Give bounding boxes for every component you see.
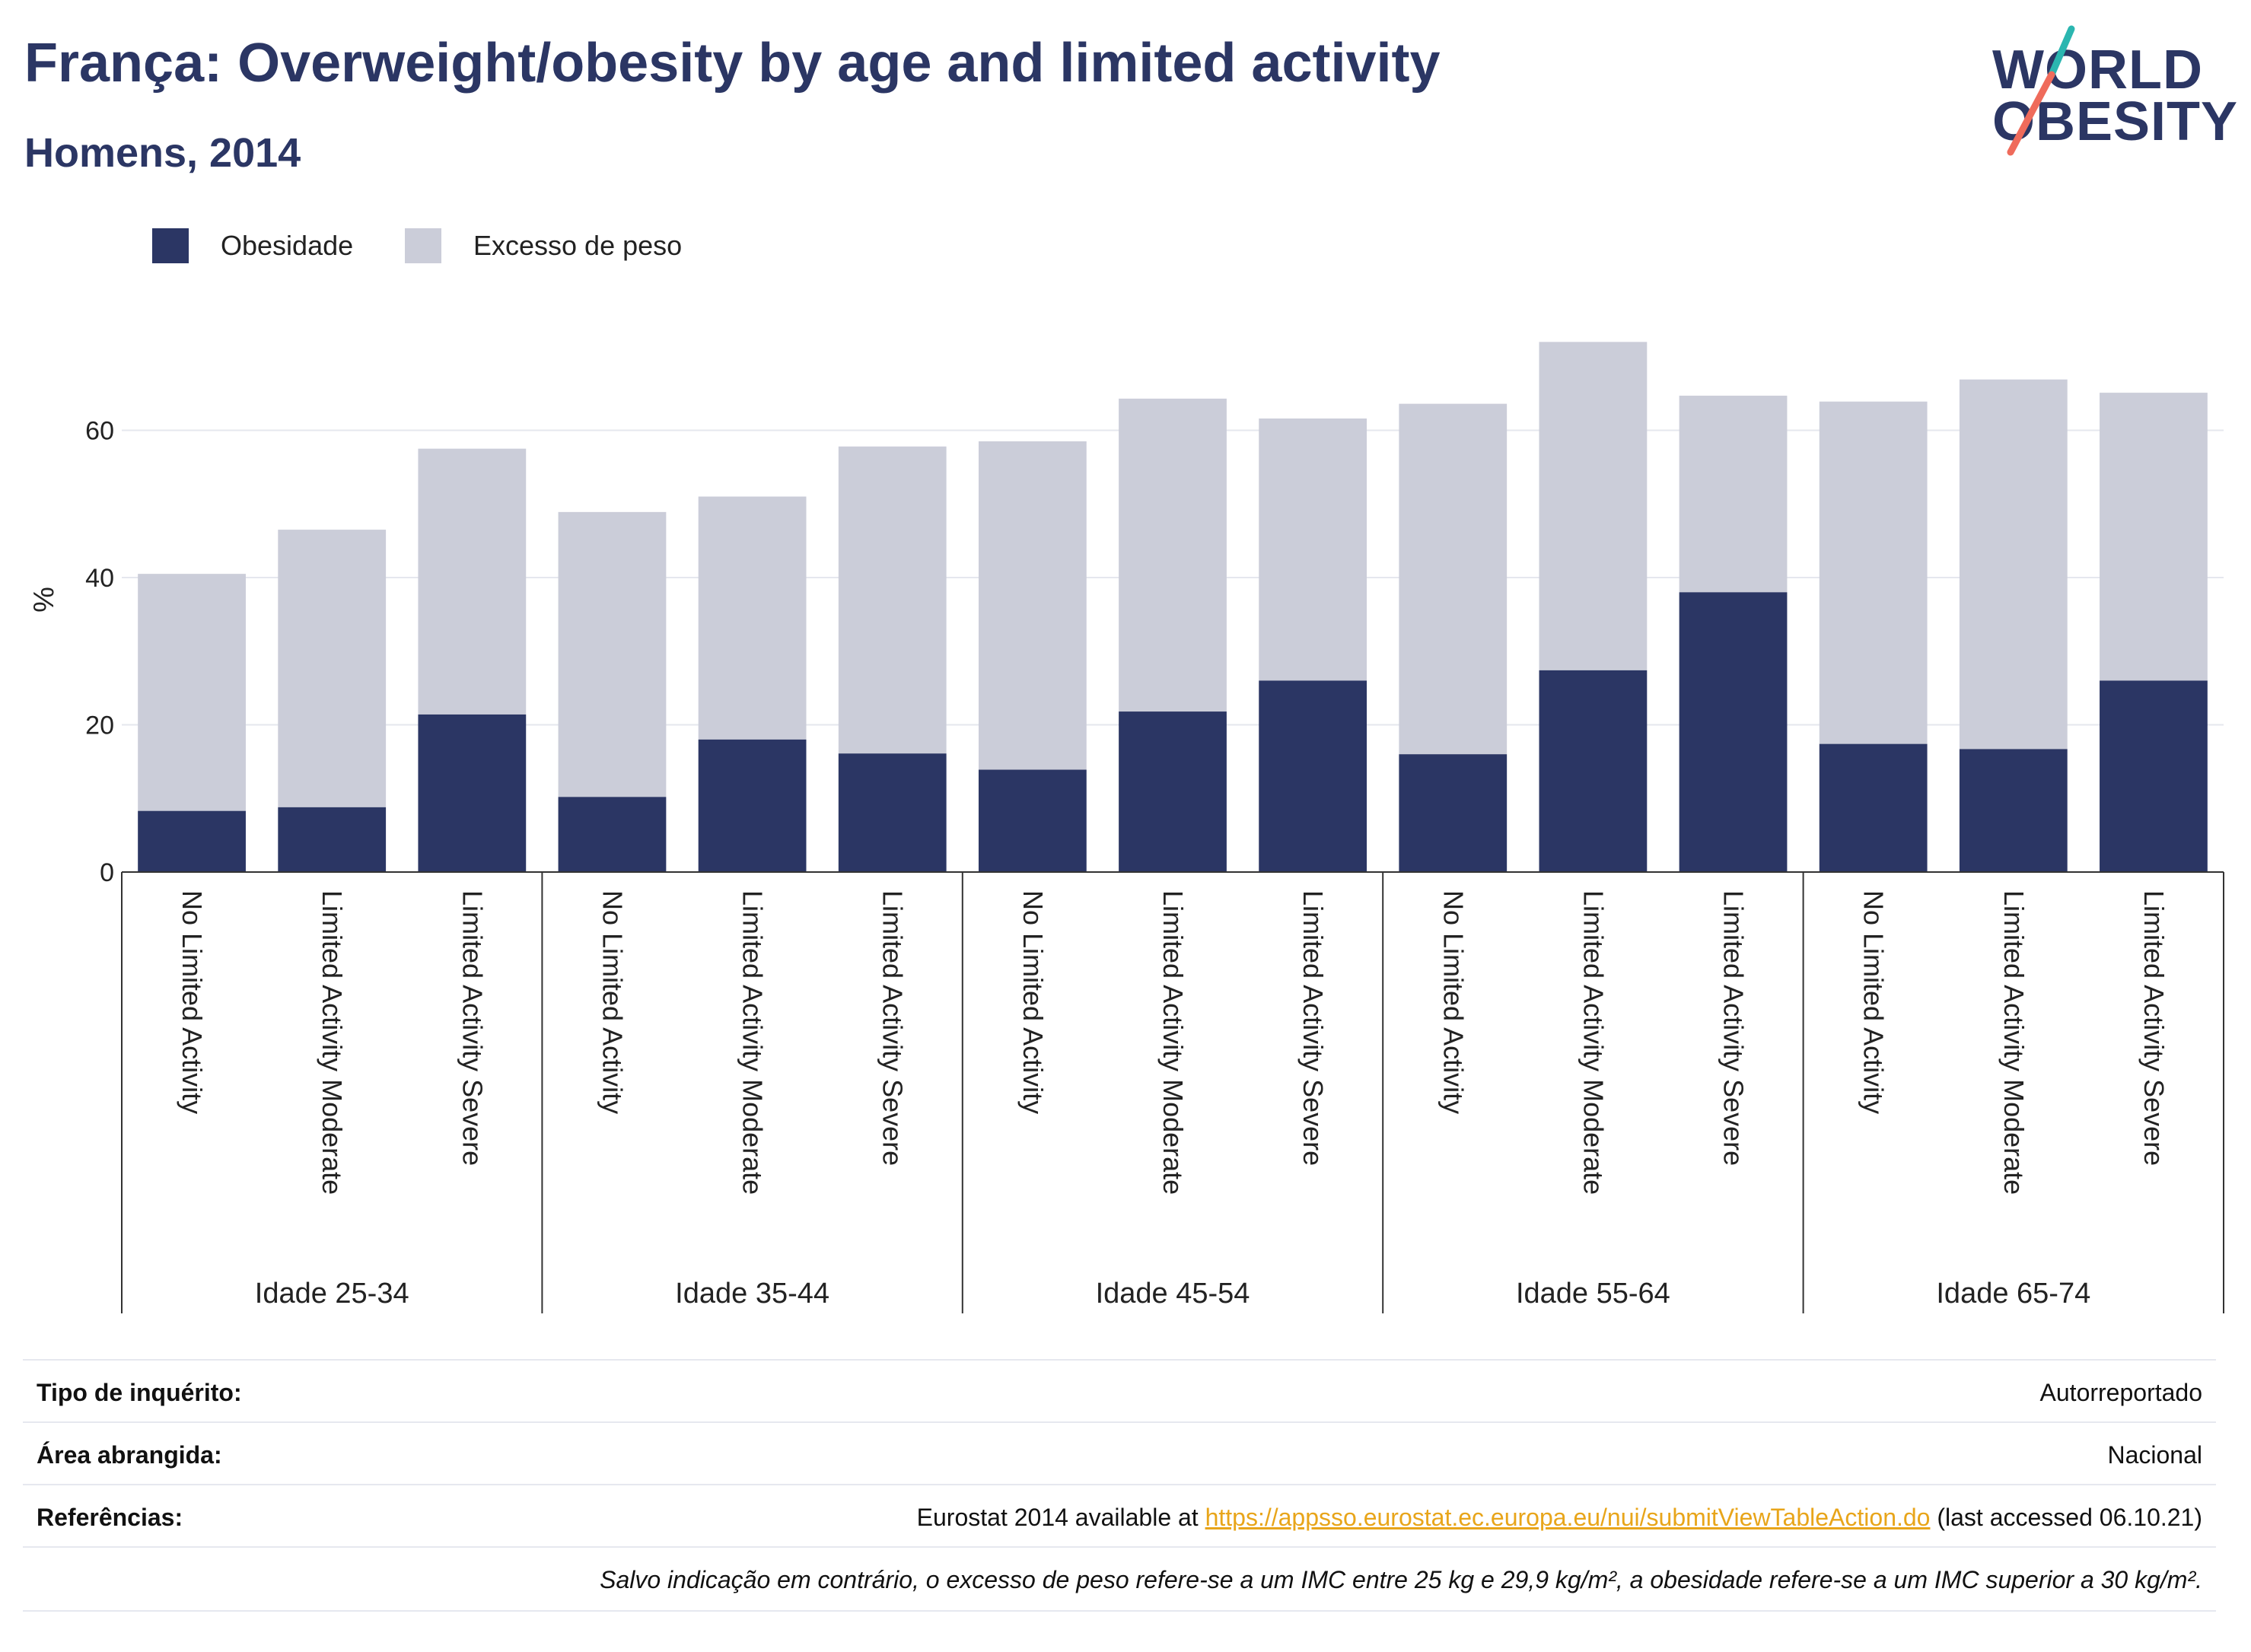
logo-line-1: WORLD <box>1992 40 2203 100</box>
bar-overweight <box>1959 379 2068 750</box>
x-category-label: No Limited Activity <box>1017 890 1049 1114</box>
bar-obesity <box>838 753 947 872</box>
references-prefix: Eurostat 2014 available at <box>916 1504 1205 1531</box>
references-link[interactable]: https://appsso.eurostat.ec.europa.eu/nui… <box>1205 1504 1931 1531</box>
x-category-label: Limited Activity Severe <box>457 890 488 1166</box>
x-category-label: Limited Activity Severe <box>2138 890 2170 1166</box>
definition-note: Salvo indicação em contrário, o excesso … <box>600 1566 2202 1593</box>
footer-row-references: Referências: Eurostat 2014 available at … <box>23 1484 2216 1548</box>
bar-obesity <box>1539 670 1648 872</box>
bar-overweight <box>1539 342 1648 670</box>
bar-obesity <box>1819 743 1928 872</box>
x-group-label: Idade 55-64 <box>1516 1278 1670 1310</box>
bar-obesity <box>558 797 667 872</box>
x-category-label: Limited Activity Moderate <box>317 890 348 1195</box>
bar-overweight <box>1119 398 1227 712</box>
area-value: Nacional <box>2107 1441 2202 1469</box>
x-group-label: Idade 35-44 <box>675 1278 829 1310</box>
y-tick-label: 0 <box>100 858 114 887</box>
bar-overweight <box>978 441 1087 770</box>
bar-overweight <box>838 446 947 754</box>
legend-swatch-obesity <box>152 228 189 263</box>
references-label: Referências: <box>37 1504 183 1531</box>
y-tick-label: 20 <box>85 711 114 740</box>
bar-overweight <box>278 530 387 807</box>
bar-obesity <box>138 810 246 872</box>
x-category-label: No Limited Activity <box>1858 890 1890 1114</box>
x-category-label: Limited Activity Severe <box>1297 890 1329 1166</box>
x-category-label: No Limited Activity <box>177 890 208 1114</box>
page-title: França: Overweight/obesity by age and li… <box>24 33 1441 94</box>
footer-bottom-rule <box>23 1610 2216 1612</box>
bar-obesity <box>1399 754 1508 872</box>
bar-obesity <box>978 769 1087 872</box>
bar-obesity <box>698 739 807 872</box>
bar-obesity <box>278 807 387 872</box>
references-suffix: (last accessed 06.10.21) <box>1930 1504 2202 1531</box>
bar-obesity <box>1259 680 1367 872</box>
references-value: Eurostat 2014 available at https://appss… <box>917 1504 2202 1532</box>
survey-type-label: Tipo de inquérito: <box>37 1379 242 1406</box>
x-category-label: Limited Activity Moderate <box>1998 890 2030 1195</box>
y-axis-label: % <box>28 587 60 613</box>
bar-overweight <box>1259 418 1367 681</box>
legend-swatch-overweight <box>405 228 441 263</box>
bar-overweight <box>1399 403 1508 755</box>
area-label: Área abrangida: <box>37 1441 222 1469</box>
world-obesity-logo: WORLD OBESITY <box>1979 23 2237 160</box>
logo-slash-icon <box>2007 25 2075 156</box>
x-group-label: Idade 25-34 <box>255 1278 409 1310</box>
x-category-label: Limited Activity Moderate <box>737 890 769 1195</box>
bar-obesity <box>2100 680 2208 872</box>
x-category-label: Limited Activity Severe <box>1718 890 1750 1166</box>
x-category-label: Limited Activity Severe <box>877 890 909 1166</box>
bar-overweight <box>2100 393 2208 681</box>
x-category-label: No Limited Activity <box>1438 890 1469 1114</box>
bar-overweight <box>1679 395 1788 593</box>
x-category-label: Limited Activity Moderate <box>1157 890 1189 1195</box>
x-group-label: Idade 45-54 <box>1096 1278 1250 1310</box>
bar-obesity <box>1119 711 1227 872</box>
bar-overweight <box>698 496 807 740</box>
footer-row-note: Salvo indicação em contrário, o excesso … <box>23 1546 2216 1610</box>
bar-obesity <box>418 714 527 872</box>
bar-overweight <box>1819 401 1928 744</box>
x-category-label: No Limited Activity <box>597 890 628 1114</box>
legend-label-overweight: Excesso de peso <box>473 230 683 261</box>
footer-row-area: Área abrangida: Nacional <box>23 1421 2216 1485</box>
survey-type-value: Autorreportado <box>2039 1379 2202 1406</box>
footer-row-survey-type: Tipo de inquérito: Autorreportado <box>23 1359 2216 1423</box>
bar-overweight <box>558 511 667 797</box>
legend-label-obesity: Obesidade <box>221 230 354 261</box>
y-tick-label: 40 <box>85 564 114 593</box>
bar-obesity <box>1679 592 1788 872</box>
x-category-label: Limited Activity Moderate <box>1578 890 1609 1195</box>
bar-obesity <box>1959 749 2068 872</box>
bar-overweight <box>138 574 246 811</box>
page-subtitle: Homens, 2014 <box>24 130 301 176</box>
bar-overweight <box>418 448 527 715</box>
y-tick-label: 60 <box>85 416 114 445</box>
x-group-label: Idade 65-74 <box>1936 1278 2090 1310</box>
bar-chart: 0 20 40 60% No Limited Activity Limited Activ… <box>28 342 2224 1313</box>
